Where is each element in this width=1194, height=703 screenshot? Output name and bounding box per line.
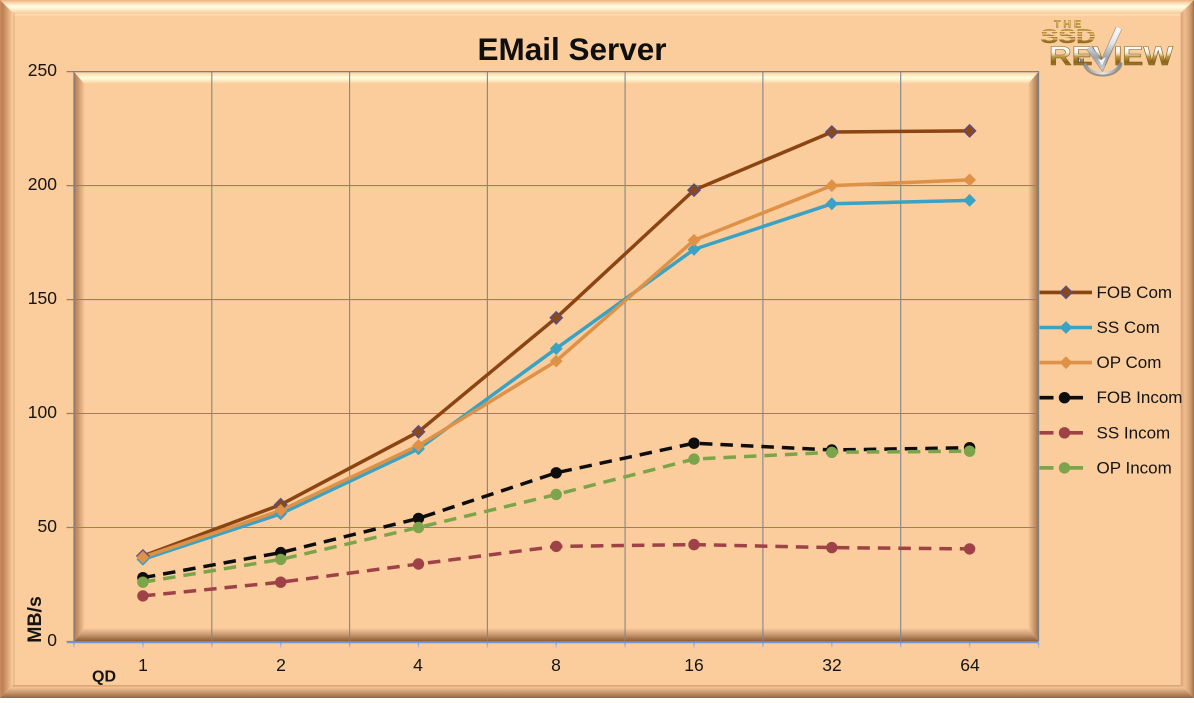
svg-text:SS Com: SS Com bbox=[1097, 318, 1160, 337]
svg-text:8: 8 bbox=[551, 655, 561, 675]
svg-text:64: 64 bbox=[960, 655, 980, 675]
svg-text:QD: QD bbox=[92, 669, 116, 686]
svg-text:250: 250 bbox=[28, 60, 57, 80]
svg-text:2: 2 bbox=[276, 655, 286, 675]
svg-text:EMail Server: EMail Server bbox=[477, 31, 666, 67]
svg-text:SS Incom: SS Incom bbox=[1097, 423, 1171, 442]
svg-text:32: 32 bbox=[822, 655, 841, 675]
svg-text:50: 50 bbox=[38, 516, 58, 536]
svg-text:150: 150 bbox=[28, 288, 57, 308]
svg-text:THE: THE bbox=[1054, 19, 1084, 31]
svg-text:SSD: SSD bbox=[1041, 27, 1096, 48]
svg-text:4: 4 bbox=[413, 655, 423, 675]
svg-text:MB/s: MB/s bbox=[24, 596, 46, 643]
svg-text:16: 16 bbox=[684, 655, 703, 675]
svg-text:100: 100 bbox=[28, 402, 57, 422]
svg-text:0: 0 bbox=[47, 630, 57, 650]
svg-text:200: 200 bbox=[28, 174, 57, 194]
svg-text:OP Incom: OP Incom bbox=[1097, 458, 1172, 477]
svg-text:FOB Com: FOB Com bbox=[1097, 283, 1173, 302]
svg-text:1: 1 bbox=[138, 655, 148, 675]
svg-text:OP Com: OP Com bbox=[1097, 353, 1162, 372]
svg-text:FOB Incom: FOB Incom bbox=[1097, 388, 1183, 407]
svg-text:TM: TM bbox=[1077, 59, 1084, 65]
